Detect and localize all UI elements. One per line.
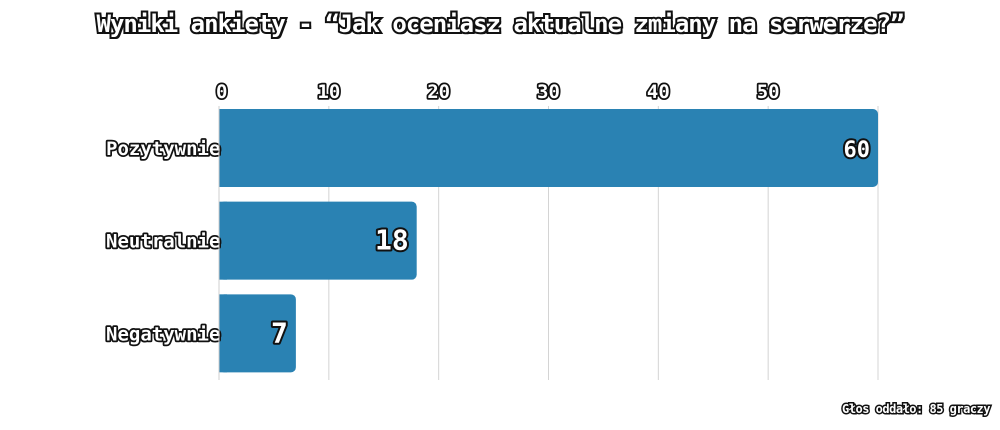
bar-left-edge <box>219 201 227 280</box>
data-label: 60 <box>844 138 871 163</box>
data-label: 7 <box>271 316 288 349</box>
x-tick-label: 30 <box>537 81 560 103</box>
data-label: 18 <box>375 224 409 257</box>
x-tick-label: 0 <box>216 81 227 103</box>
bar <box>219 109 878 187</box>
bar-chart: 0 10 20 30 40 50 Pozytywnie 60 Neutralnie 18 Negat… <box>104 79 879 380</box>
category-label: Pozytywnie <box>106 138 220 160</box>
x-tick-label: 50 <box>757 81 780 103</box>
bar <box>219 201 417 280</box>
category-label: Neutralnie <box>106 231 220 253</box>
bar-left-edge <box>219 109 227 187</box>
bar <box>219 294 296 373</box>
vote-count-note: Głos oddało: 85 graczy <box>841 401 992 418</box>
bar-left-edge <box>219 294 227 373</box>
x-tick-label: 40 <box>647 81 670 103</box>
x-tick-label: 20 <box>427 81 450 103</box>
x-tick-label: 10 <box>317 81 340 103</box>
category-label: Negatywnie <box>106 323 220 345</box>
chart-title: Wyniki ankiety - “Jak oceniasz aktualne … <box>95 8 907 40</box>
